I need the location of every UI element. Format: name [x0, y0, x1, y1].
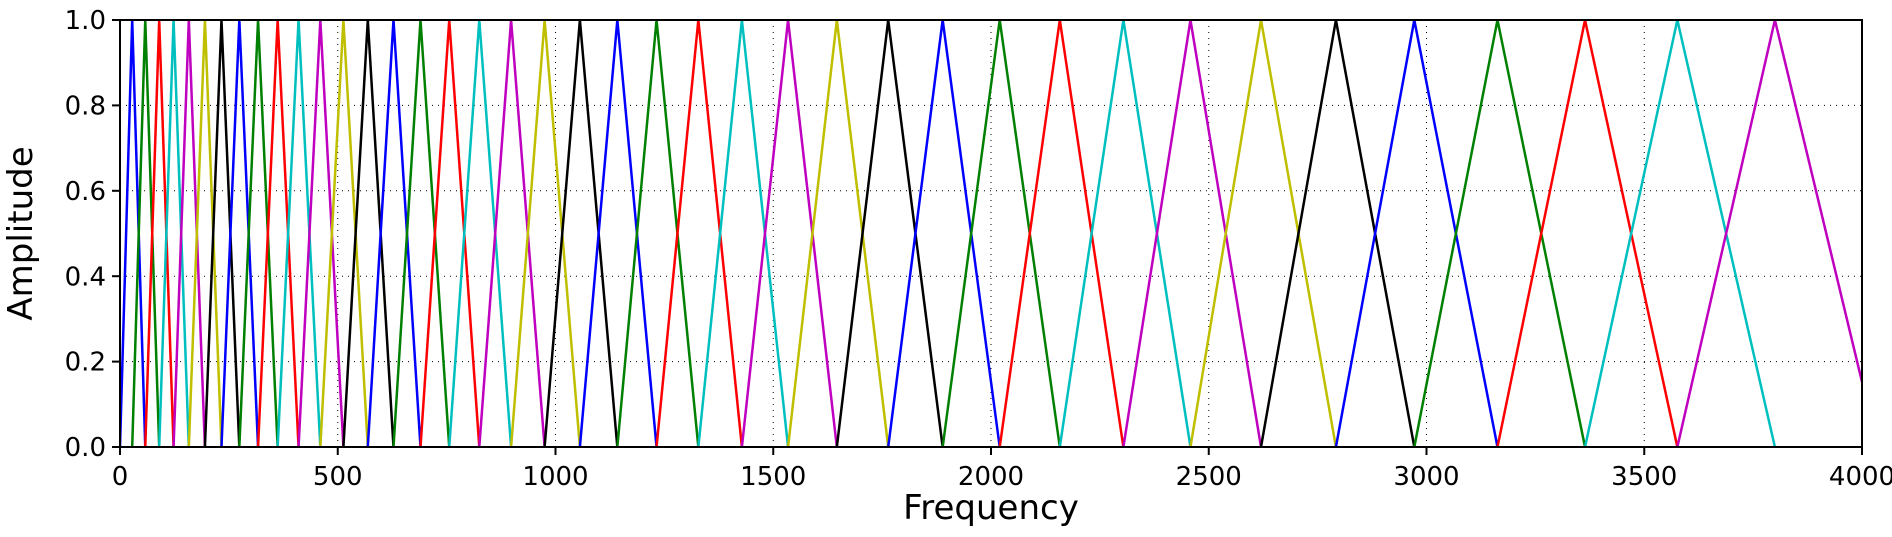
x-tick-label: 3000 [1393, 462, 1459, 492]
x-tick-label: 3500 [1611, 462, 1677, 492]
y-tick-label: 0.8 [65, 92, 106, 122]
x-tick-label: 1500 [740, 462, 806, 492]
y-tick-label: 0.2 [65, 348, 106, 378]
x-tick-label: 4000 [1829, 462, 1892, 492]
x-tick-label: 500 [313, 462, 363, 492]
x-tick-label: 2500 [1176, 462, 1242, 492]
x-tick-label: 1000 [522, 462, 588, 492]
y-tick-label: 0.6 [65, 177, 106, 207]
y-axis-label: Amplitude [1, 146, 41, 320]
y-tick-label: 0.0 [65, 433, 106, 463]
mel-filterbank-chart: 050010001500200025003000350040000.00.20.… [0, 0, 1892, 537]
y-tick-label: 1.0 [65, 6, 106, 36]
y-tick-label: 0.4 [65, 262, 106, 292]
chart-svg: 050010001500200025003000350040000.00.20.… [0, 0, 1892, 537]
x-axis-label: Frequency [903, 488, 1079, 528]
x-tick-label: 0 [112, 462, 129, 492]
